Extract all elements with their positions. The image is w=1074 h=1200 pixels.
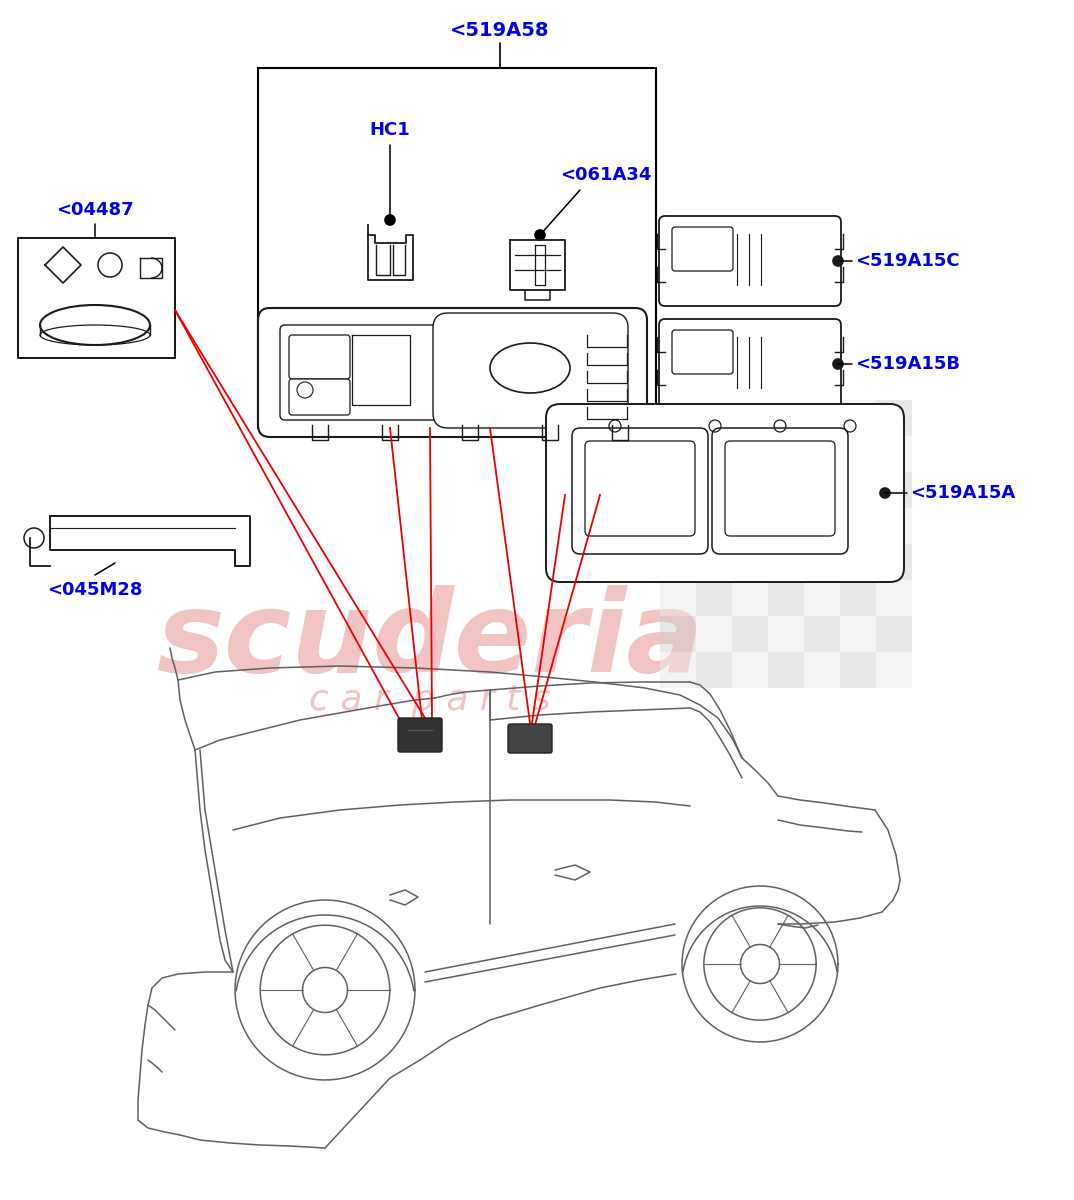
Circle shape xyxy=(384,215,395,226)
Bar xyxy=(876,400,912,436)
Bar xyxy=(804,436,840,472)
Text: <519A15A: <519A15A xyxy=(910,484,1015,502)
FancyBboxPatch shape xyxy=(585,440,695,536)
Bar xyxy=(876,652,912,688)
Text: <04487: <04487 xyxy=(56,200,134,218)
Bar xyxy=(768,616,804,652)
Bar xyxy=(876,508,912,544)
Bar xyxy=(661,580,696,616)
Bar xyxy=(696,472,732,508)
Bar xyxy=(661,652,696,688)
Bar xyxy=(696,508,732,544)
Bar xyxy=(804,580,840,616)
Bar xyxy=(661,616,696,652)
Bar xyxy=(768,400,804,436)
Bar xyxy=(661,472,696,508)
Circle shape xyxy=(833,256,843,266)
Bar xyxy=(840,652,876,688)
Bar xyxy=(732,400,768,436)
Bar xyxy=(18,238,175,358)
Bar xyxy=(732,472,768,508)
Bar xyxy=(661,508,696,544)
Bar xyxy=(876,544,912,580)
Bar xyxy=(840,436,876,472)
Bar xyxy=(661,544,696,580)
Bar xyxy=(804,652,840,688)
Circle shape xyxy=(880,488,890,498)
Bar xyxy=(768,580,804,616)
Bar xyxy=(804,400,840,436)
Bar xyxy=(840,616,876,652)
Circle shape xyxy=(535,230,545,240)
Text: <045M28: <045M28 xyxy=(47,581,143,599)
Bar xyxy=(696,400,732,436)
Bar xyxy=(696,616,732,652)
Bar xyxy=(840,508,876,544)
Bar xyxy=(258,68,656,428)
FancyBboxPatch shape xyxy=(659,216,841,306)
Text: HC1: HC1 xyxy=(369,121,410,139)
Bar xyxy=(876,616,912,652)
Bar xyxy=(696,544,732,580)
FancyBboxPatch shape xyxy=(672,227,732,271)
Bar xyxy=(876,436,912,472)
Bar xyxy=(732,616,768,652)
Bar xyxy=(840,544,876,580)
Bar xyxy=(732,436,768,472)
Bar xyxy=(696,652,732,688)
Circle shape xyxy=(833,359,843,370)
FancyBboxPatch shape xyxy=(572,428,708,554)
FancyBboxPatch shape xyxy=(280,325,445,420)
Bar xyxy=(804,472,840,508)
Bar xyxy=(876,472,912,508)
Bar xyxy=(804,616,840,652)
Text: <519A58: <519A58 xyxy=(450,20,550,40)
Text: scuderia: scuderia xyxy=(157,584,703,696)
FancyBboxPatch shape xyxy=(546,404,904,582)
Bar xyxy=(732,544,768,580)
FancyBboxPatch shape xyxy=(672,330,732,374)
Bar xyxy=(732,580,768,616)
FancyBboxPatch shape xyxy=(289,379,350,415)
FancyBboxPatch shape xyxy=(433,313,628,428)
Bar xyxy=(661,436,696,472)
Bar xyxy=(732,508,768,544)
Bar xyxy=(696,580,732,616)
Text: <061A34: <061A34 xyxy=(560,166,651,184)
Text: c a r  p a r t s: c a r p a r t s xyxy=(309,683,551,716)
Text: <519A15B: <519A15B xyxy=(855,355,960,373)
Bar xyxy=(768,472,804,508)
Bar xyxy=(696,436,732,472)
Bar xyxy=(804,508,840,544)
Bar xyxy=(732,652,768,688)
FancyBboxPatch shape xyxy=(712,428,848,554)
Bar xyxy=(840,400,876,436)
FancyBboxPatch shape xyxy=(258,308,647,437)
Bar xyxy=(876,580,912,616)
Bar xyxy=(840,472,876,508)
FancyBboxPatch shape xyxy=(398,718,442,752)
Text: <519A15C: <519A15C xyxy=(855,252,960,270)
FancyBboxPatch shape xyxy=(725,440,834,536)
Bar xyxy=(804,544,840,580)
Bar xyxy=(768,508,804,544)
Bar xyxy=(768,544,804,580)
Bar xyxy=(661,400,696,436)
Bar xyxy=(768,436,804,472)
Bar xyxy=(768,652,804,688)
Bar xyxy=(840,580,876,616)
FancyBboxPatch shape xyxy=(508,724,552,754)
FancyBboxPatch shape xyxy=(659,319,841,409)
FancyBboxPatch shape xyxy=(289,335,350,379)
